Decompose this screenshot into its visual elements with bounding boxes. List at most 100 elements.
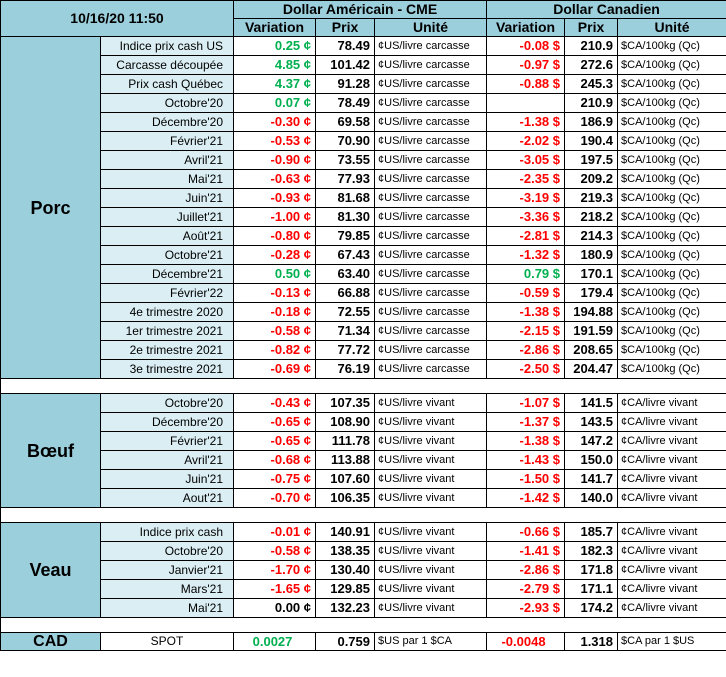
cad-variation: -3.05 $	[486, 150, 566, 170]
cad-unit: ¢CA/livre vivant	[617, 541, 726, 561]
cad-section-label: CAD	[0, 632, 101, 651]
table-row: Veau Indice prix cash -0.01 ¢ 140.91 ¢US/liv…	[0, 522, 726, 618]
table-row: Janvier'21 -1.70 ¢ 130.40 ¢US/livre vivant -…	[1, 560, 726, 580]
section-label: Veau	[0, 522, 101, 618]
header-row-1: 10/16/20 11:50 Dollar Américain - CME Do…	[0, 0, 726, 37]
cad-unit: $CA/100kg (Qc)	[617, 245, 726, 265]
usd-unit: ¢US/livre carcasse	[374, 302, 488, 322]
usd-variation: -1.65 ¢	[233, 579, 317, 599]
usd-unit-header: Unité	[374, 18, 488, 37]
row-label: 1er trimestre 2021	[99, 321, 235, 341]
usd-variation: 0.50 ¢	[233, 264, 317, 284]
cad-price: 186.9	[564, 112, 619, 132]
usd-price: 107.60	[315, 469, 376, 489]
usd-group-header: Dollar Américain - CME	[233, 0, 488, 19]
cad-price: 208.65	[564, 340, 619, 360]
table-row: Prix cash Québec 4.37 ¢ 91.28 ¢US/livre car…	[1, 74, 726, 94]
usd-unit: ¢US/livre carcasse	[374, 131, 488, 151]
usd-price: 69.58	[315, 112, 376, 132]
cad-unit: ¢CA/livre vivant	[617, 393, 726, 413]
cad-variation: -2.02 $	[486, 131, 566, 151]
cad-group-header: Dollar Canadien	[486, 0, 726, 19]
usd-unit: ¢US/livre carcasse	[374, 226, 488, 246]
usd-variation: -1.70 ¢	[233, 560, 317, 580]
usd-price: 140.91	[315, 522, 376, 542]
usd-unit: ¢US/livre carcasse	[374, 188, 488, 208]
section-label: Porc	[0, 36, 101, 379]
row-label: Octobre'20	[99, 541, 235, 561]
usd-variation: -0.58 ¢	[233, 541, 317, 561]
cad-variation: -1.43 $	[486, 450, 566, 470]
row-label: Janvier'21	[99, 560, 235, 580]
table-row: Octobre'21 -0.28 ¢ 67.43 ¢US/livre carcasse…	[1, 245, 726, 265]
usd-variation: -1.00 ¢	[233, 207, 317, 227]
table-row: Juin'21 -0.75 ¢ 107.60 ¢US/livre vivant -1.5…	[1, 469, 726, 489]
usd-variation: -0.28 ¢	[233, 245, 317, 265]
cad-unit: $CA/100kg (Qc)	[617, 321, 726, 341]
cad-variation: -0.66 $	[486, 522, 566, 542]
cad-price: 174.2	[564, 598, 619, 618]
table-row: Juillet'21 -1.00 ¢ 81.30 ¢US/livre carcasse…	[1, 207, 726, 227]
usd-variation: 0.00 ¢	[233, 598, 317, 618]
table-row: Juin'21 -0.93 ¢ 81.68 ¢US/livre carcasse -3.…	[1, 188, 726, 208]
row-label: Décembre'20	[99, 412, 235, 432]
table-row: Décembre'20 -0.30 ¢ 69.58 ¢US/livre carcass…	[1, 112, 726, 132]
table-row: Février'21 -0.53 ¢ 70.90 ¢US/livre carcasse…	[1, 131, 726, 151]
cad-unit: $CA/100kg (Qc)	[617, 36, 726, 56]
table-row: Avril'21 -0.90 ¢ 73.55 ¢US/livre carcasse -3…	[1, 150, 726, 170]
row-label: Mars'21	[99, 579, 235, 599]
usd-price: 106.35	[315, 488, 376, 508]
cad-unit: $CA/100kg (Qc)	[617, 302, 726, 322]
cad-price: 179.4	[564, 283, 619, 303]
row-label: Carcasse découpée	[99, 55, 235, 75]
cad-variation-header: Variation	[486, 18, 566, 37]
usd-price: 79.85	[315, 226, 376, 246]
cad-usd-variation: 0.0027	[233, 632, 317, 651]
cad-unit: ¢CA/livre vivant	[617, 412, 726, 432]
cad-unit: $CA/100kg (Qc)	[617, 226, 726, 246]
usd-unit: ¢US/livre carcasse	[374, 245, 488, 265]
row-label: Octobre'20	[99, 93, 235, 113]
usd-unit: ¢US/livre vivant	[374, 541, 488, 561]
row-label: Indice prix cash US	[99, 36, 235, 56]
table-row: Août'21 -0.80 ¢ 79.85 ¢US/livre carcasse -2.…	[1, 226, 726, 246]
usd-price: 108.90	[315, 412, 376, 432]
cad-variation: -1.38 $	[486, 431, 566, 451]
section-label: Bœuf	[0, 393, 101, 508]
cad-unit: $CA/100kg (Qc)	[617, 169, 726, 189]
row-label: Octobre'21	[99, 245, 235, 265]
cad-unit: ¢CA/livre vivant	[617, 488, 726, 508]
table-row: Février'21 -0.65 ¢ 111.78 ¢US/livre vivant -…	[1, 431, 726, 451]
cad-price: 150.0	[564, 450, 619, 470]
cad-cad-variation: -0.0048	[486, 632, 566, 651]
row-label: Mai'21	[99, 598, 235, 618]
cad-unit: $CA/100kg (Qc)	[617, 112, 726, 132]
cad-unit: ¢CA/livre vivant	[617, 469, 726, 489]
usd-unit: ¢US/livre vivant	[374, 598, 488, 618]
cad-unit: $CA/100kg (Qc)	[617, 359, 726, 379]
row-label: Décembre'21	[99, 264, 235, 284]
usd-price: 67.43	[315, 245, 376, 265]
usd-unit: ¢US/livre carcasse	[374, 112, 488, 132]
usd-price: 78.49	[315, 36, 376, 56]
cad-variation: -2.86 $	[486, 560, 566, 580]
usd-unit: ¢US/livre vivant	[374, 488, 488, 508]
cad-price: 197.5	[564, 150, 619, 170]
cad-unit: $CA/100kg (Qc)	[617, 340, 726, 360]
cad-variation: -2.86 $	[486, 340, 566, 360]
timestamp: 10/16/20 11:50	[0, 0, 235, 37]
usd-variation: -0.93 ¢	[233, 188, 317, 208]
usd-variation: -0.70 ¢	[233, 488, 317, 508]
usd-price: 111.78	[315, 431, 376, 451]
table-row: 4e trimestre 2020 -0.18 ¢ 72.55 ¢US/livre c…	[1, 302, 726, 322]
usd-price: 76.19	[315, 359, 376, 379]
usd-unit: ¢US/livre carcasse	[374, 74, 488, 94]
cad-variation: -2.93 $	[486, 598, 566, 618]
usd-variation: -0.53 ¢	[233, 131, 317, 151]
usd-price: 113.88	[315, 450, 376, 470]
cad-unit: ¢CA/livre vivant	[617, 431, 726, 451]
usd-price: 78.49	[315, 93, 376, 113]
row-label: Avril'21	[99, 150, 235, 170]
spacer-row	[0, 378, 726, 394]
row-label: Octobre'20	[99, 393, 235, 413]
